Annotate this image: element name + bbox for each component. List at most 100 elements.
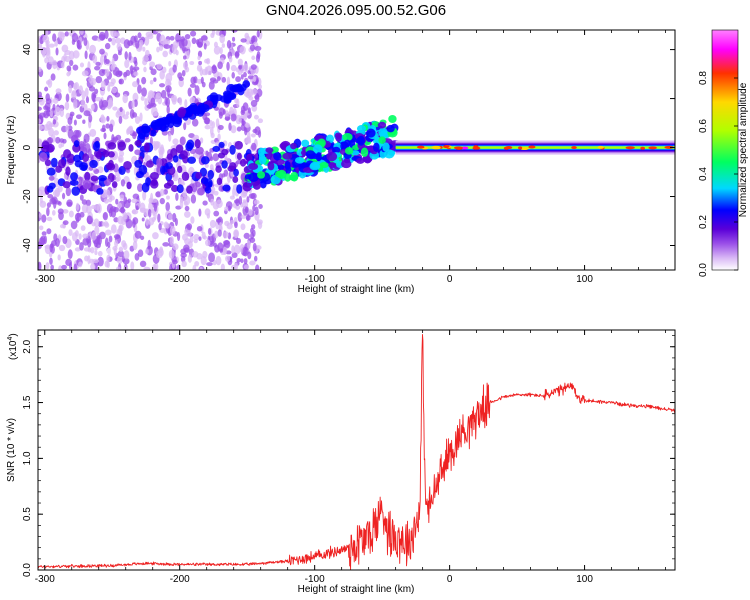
spectrogram-noise-blob [219,34,225,44]
spectrogram-noise-blob [194,85,200,96]
spectrogram-noise-blob [119,106,123,113]
spectrogram-carrier-peak [461,146,469,150]
spectrogram-noise-blob [150,97,156,107]
spectrogram-feature-blob [233,168,239,177]
spectrogram-feature-blob [73,140,80,148]
spectrogram-noise-blob [190,216,195,224]
spectrogram-transition-blob [301,139,310,148]
spectrogram-noise-blob [184,66,190,73]
spectrogram-noise-blob [50,73,56,81]
spectrogram-feature-blob [70,172,78,181]
spectrogram-feature-blob [150,171,159,180]
spectrogram-noise-blob [104,58,110,65]
spectrogram-noise-blob [58,265,63,270]
spectrogram-noise-blob [216,76,221,82]
spectrogram-transition-blob [332,146,341,154]
spectrogram-noise-blob [82,119,86,124]
spectrogram-noise-blob [218,107,225,116]
spectrogram-noise-blob [123,71,128,78]
spectrogram-noise-blob [172,138,179,145]
spectrogram-noise-blob [132,81,138,88]
spectrogram-noise-blob [204,208,211,216]
spectrogram-transition-blob [386,124,395,133]
spectrogram-noise-blob [189,61,195,66]
spectrogram-noise-blob [38,124,44,131]
spectrogram-noise-blob [256,30,260,38]
spectrogram-feature-blob [89,159,98,169]
spectrogram-feature-blob [194,146,204,155]
spectrogram-transition-blob [377,121,387,129]
spectrogram-noise-blob [73,263,78,270]
spectrogram-transition-blob [258,147,265,157]
spectrogram-noise-blob [120,206,125,214]
spectrogram-noise-blob [88,86,96,92]
spectrogram-transition-blob [388,114,397,124]
spectrogram-noise-blob [49,243,53,253]
colorbar-gradient [711,29,739,271]
spectrogram-noise-blob [75,114,83,120]
spectrogram-noise-blob [137,249,144,257]
spectrogram-noise-blob [156,166,160,173]
spectrogram-noise-blob [244,139,252,144]
spectrogram-noise-blob [74,230,79,237]
spectrogram-noise-blob [72,82,78,90]
snr-frame [37,329,676,571]
spectrogram-noise-blob [122,242,128,251]
spectrogram-noise-blob [110,64,116,71]
spectrogram-noise-blob [168,249,175,259]
spectrogram-noise-blob [96,234,101,245]
spectrogram-feature-blob [107,163,116,171]
spectrogram-noise-blob [217,229,222,237]
spectrogram-noise-blob [68,210,74,218]
spectrogram-noise-blob [181,260,187,268]
snr-y-label: SNR (10 * v/v) [6,418,17,482]
spectrogram-noise-blob [117,51,122,56]
spectrogram-noise-blob [213,210,220,217]
spectrogram-noise-blob [196,225,203,232]
spectrogram-noise-blob [243,264,250,270]
spectrogram-transition-blob [312,144,323,154]
spectrogram-feature-blob [84,171,91,181]
spectrogram-feature-blob [221,148,229,156]
spectrogram-noise-blob [229,195,235,200]
spectrogram-noise-blob [215,218,222,223]
spectrogram-noise-blob [75,202,80,211]
spectrogram-feature-blob [63,149,72,159]
spectrogram-noise-blob [252,242,257,252]
spectrogram-feature-blob [90,175,99,182]
spectrogram-noise-blob [165,202,170,212]
spectrogram-noise-blob [38,43,43,49]
spectrogram-noise-blob [110,30,117,38]
spectrogram-noise-blob [220,263,225,270]
spectrogram-feature-blob [118,165,126,175]
spectrogram-feature-blob [80,164,88,171]
spectrogram-noise-blob [237,58,243,66]
spectrogram-noise-blob [149,79,154,85]
spectrogram-noise-blob [168,132,172,142]
spectrogram-noise-blob [158,44,164,52]
spectrogram-noise-blob [222,109,226,115]
spectrogram-noise-blob [132,66,140,71]
spectrogram-feature-blob [74,160,83,168]
spectrogram-noise-blob [143,66,147,73]
spectrogram-noise-blob [63,173,68,180]
spectrogram-noise-blob [231,30,238,33]
spectrogram-feature-blob [55,165,63,173]
spectrogram-transition-blob [344,147,354,155]
spectrogram-carrier-peak [417,145,425,149]
spectrogram-noise-blob [140,95,145,101]
spectrogram-noise-blob [258,204,263,209]
spectrogram-noise-blob [156,250,163,259]
spectrogram-noise-blob [122,93,129,104]
spectrogram-transition-blob [378,127,389,138]
spectrogram-carrier-peak [519,147,529,151]
spectrogram-noise-blob [45,262,50,270]
spectrogram-noise-blob [43,124,50,131]
spectrogram-noise-blob [62,220,69,226]
spectrogram-noise-blob [189,83,197,88]
spectrogram-noise-blob [246,196,250,203]
spectrogram-x-label: Height of straight line (km) [298,284,415,295]
spectrogram-noise-blob [144,152,149,162]
spectrogram-noise-blob [117,250,125,258]
spectrogram-noise-blob [251,142,257,151]
